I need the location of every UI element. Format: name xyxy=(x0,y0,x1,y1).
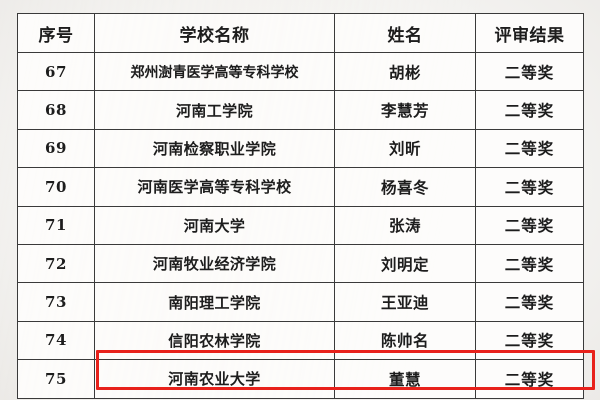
cell-result: 二等奖 xyxy=(475,167,584,207)
cell-school: 河南医学高等专科学校 xyxy=(94,167,335,207)
table-row: 69 河南检察职业学院 刘昕 二等奖 xyxy=(17,128,584,169)
column-header-school: 学校名称 xyxy=(94,13,335,53)
table-row: 73 南阳理工学院 王亚迪 二等奖 xyxy=(17,282,584,322)
cell-seq: 71 xyxy=(17,205,95,245)
table-row: 74 信阳农林学院 陈帅名 二等奖 xyxy=(17,320,584,361)
table-row: 70 河南医学高等专科学校 杨喜冬 二等奖 xyxy=(17,167,584,207)
table-row: 68 河南工学院 李慧芳 二等奖 xyxy=(17,90,584,130)
table-body: 67 郑州澍青医学高等专科学校 胡彬 二等奖 68 河南工学院 李慧芳 二等奖 69 河南检察职业… xyxy=(17,51,584,399)
cell-seq: 75 xyxy=(17,359,95,399)
table-row: 67 郑州澍青医学高等专科学校 胡彬 二等奖 xyxy=(17,51,584,92)
cell-seq: 70 xyxy=(17,167,95,207)
cell-school: 南阳理工学院 xyxy=(94,282,335,322)
cell-name: 李慧芳 xyxy=(334,90,476,130)
cell-school: 河南农业大学 xyxy=(94,359,335,399)
cell-seq: 72 xyxy=(17,243,95,284)
table-row: 71 河南大学 张涛 二等奖 xyxy=(17,205,584,245)
table-row: 72 河南牧业经济学院 刘明定 二等奖 xyxy=(17,243,584,284)
award-results-table: 序号 学校名称 姓名 评审结果 67 郑州澍青医学高等专科学校 胡彬 二等奖 68 河南工… xyxy=(17,13,584,399)
cell-result: 二等奖 xyxy=(475,51,584,92)
cell-name: 董慧 xyxy=(334,359,476,399)
column-header-result: 评审结果 xyxy=(475,13,584,53)
award-table-container: 序号 学校名称 姓名 评审结果 67 郑州澍青医学高等专科学校 胡彬 二等奖 68 河南工… xyxy=(17,13,595,399)
cell-name: 胡彬 xyxy=(334,51,476,92)
cell-name: 陈帅名 xyxy=(334,320,476,361)
cell-result: 二等奖 xyxy=(475,359,584,399)
cell-name: 刘明定 xyxy=(334,243,476,284)
table-header-row: 序号 学校名称 姓名 评审结果 xyxy=(17,13,584,53)
cell-result: 二等奖 xyxy=(475,243,584,284)
column-header-name: 姓名 xyxy=(334,13,476,53)
cell-result: 二等奖 xyxy=(475,90,584,130)
cell-seq: 74 xyxy=(17,320,95,361)
column-header-seq: 序号 xyxy=(17,13,95,53)
cell-name: 刘昕 xyxy=(334,128,476,169)
cell-name: 张涛 xyxy=(334,205,476,245)
cell-school: 河南牧业经济学院 xyxy=(94,243,335,284)
cell-school: 河南工学院 xyxy=(94,90,335,130)
cell-name: 王亚迪 xyxy=(334,282,476,322)
cell-name: 杨喜冬 xyxy=(334,167,476,207)
cell-school: 河南大学 xyxy=(94,205,335,245)
cell-seq: 68 xyxy=(17,90,95,130)
cell-seq: 69 xyxy=(17,128,95,169)
cell-result: 二等奖 xyxy=(475,320,584,361)
cell-result: 二等奖 xyxy=(475,282,584,322)
cell-seq: 67 xyxy=(17,51,95,92)
cell-school: 郑州澍青医学高等专科学校 xyxy=(94,51,335,92)
cell-result: 二等奖 xyxy=(475,128,584,169)
cell-result: 二等奖 xyxy=(475,205,584,245)
cell-school: 河南检察职业学院 xyxy=(94,128,335,169)
cell-seq: 73 xyxy=(17,282,95,322)
table-row: 75 河南农业大学 董慧 二等奖 xyxy=(17,359,584,399)
cell-school: 信阳农林学院 xyxy=(94,320,335,361)
table-header: 序号 学校名称 姓名 评审结果 xyxy=(17,13,584,53)
